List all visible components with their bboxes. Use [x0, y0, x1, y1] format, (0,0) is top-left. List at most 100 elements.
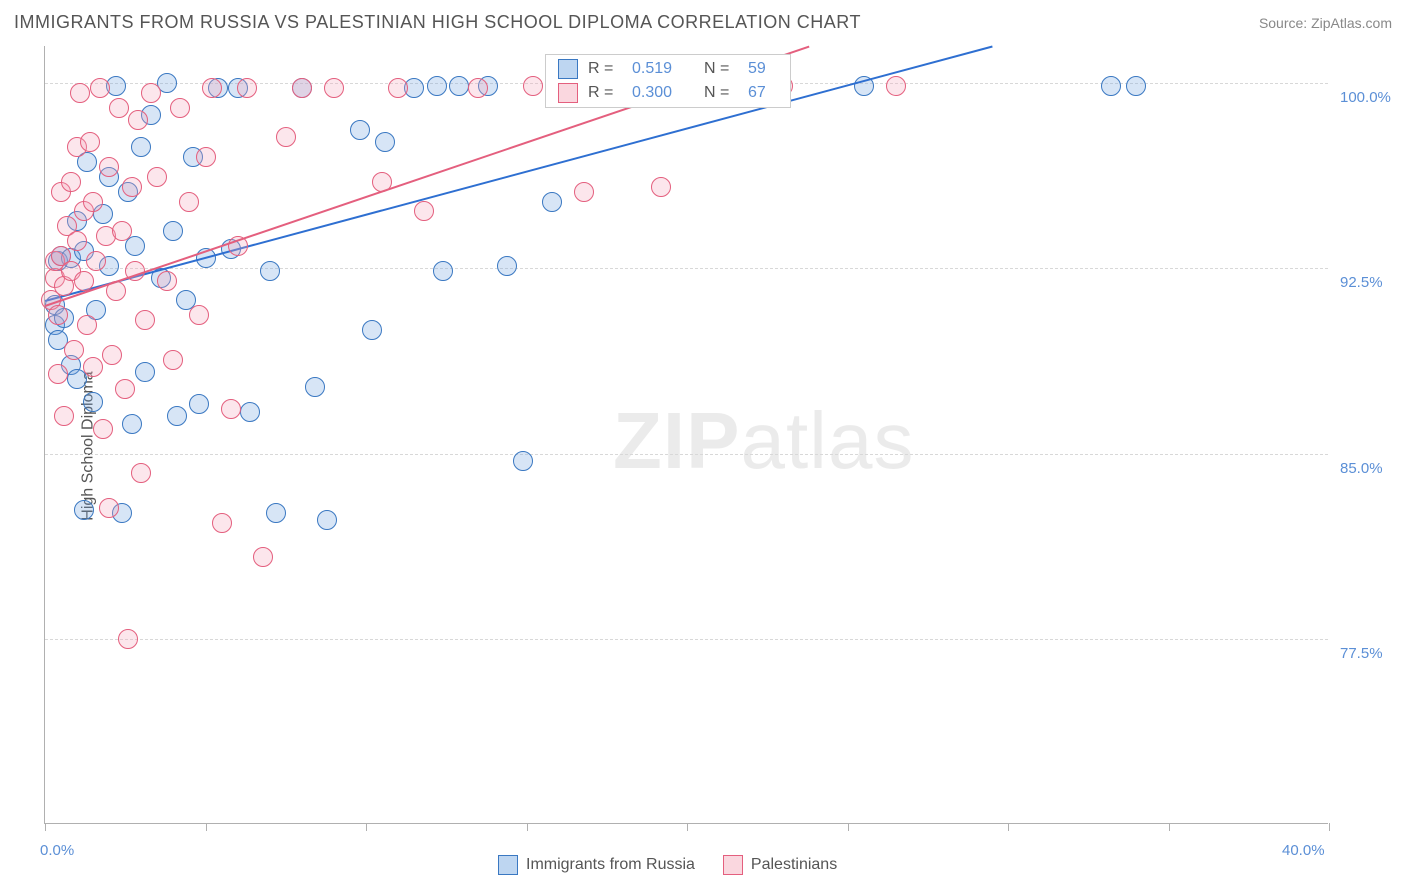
scatter-point — [542, 192, 562, 212]
legend-correlation-row: R =0.300N =67 — [546, 81, 790, 105]
header: IMMIGRANTS FROM RUSSIA VS PALESTINIAN HI… — [14, 12, 1392, 33]
scatter-point — [112, 221, 132, 241]
scatter-point — [54, 406, 74, 426]
scatter-point — [163, 221, 183, 241]
scatter-point — [48, 305, 68, 325]
y-tick-label: 85.0% — [1340, 460, 1383, 477]
n-value: 59 — [748, 60, 778, 78]
scatter-point — [122, 414, 142, 434]
r-value: 0.519 — [632, 60, 694, 78]
scatter-point — [305, 377, 325, 397]
scatter-point — [523, 76, 543, 96]
legend-swatch — [558, 59, 578, 79]
scatter-point — [375, 132, 395, 152]
r-label: R = — [588, 84, 622, 102]
scatter-point — [433, 261, 453, 281]
scatter-point — [189, 305, 209, 325]
scatter-point — [86, 251, 106, 271]
scatter-point — [93, 419, 113, 439]
watermark-atlas: atlas — [740, 396, 914, 485]
x-tick — [527, 823, 528, 831]
scatter-point — [147, 167, 167, 187]
scatter-point — [141, 83, 161, 103]
scatter-point — [189, 394, 209, 414]
scatter-point — [179, 192, 199, 212]
scatter-point — [388, 78, 408, 98]
n-value: 67 — [748, 84, 778, 102]
n-label: N = — [704, 84, 738, 102]
gridline-h — [45, 639, 1328, 640]
scatter-point — [237, 78, 257, 98]
x-tick — [366, 823, 367, 831]
scatter-point — [497, 256, 517, 276]
scatter-point — [324, 78, 344, 98]
x-tick — [45, 823, 46, 831]
scatter-point — [115, 379, 135, 399]
trend-line — [45, 46, 992, 302]
r-label: R = — [588, 60, 622, 78]
scatter-point — [90, 78, 110, 98]
scatter-point — [128, 110, 148, 130]
scatter-point — [122, 177, 142, 197]
y-tick-label: 92.5% — [1340, 274, 1383, 291]
n-label: N = — [704, 60, 738, 78]
scatter-point — [202, 78, 222, 98]
scatter-point — [427, 76, 447, 96]
scatter-point — [292, 78, 312, 98]
scatter-point — [513, 451, 533, 471]
chart-title: IMMIGRANTS FROM RUSSIA VS PALESTINIAN HI… — [14, 12, 861, 33]
scatter-point — [118, 629, 138, 649]
legend-series: Immigrants from Russia Palestinians — [498, 855, 837, 875]
watermark-zip: ZIP — [613, 396, 740, 485]
scatter-point — [1101, 76, 1121, 96]
scatter-point — [48, 364, 68, 384]
scatter-point — [414, 201, 434, 221]
x-max-label: 40.0% — [1282, 842, 1325, 859]
scatter-point — [317, 510, 337, 530]
scatter-point — [83, 392, 103, 412]
scatter-point — [64, 340, 84, 360]
x-min-label: 0.0% — [40, 842, 74, 859]
y-tick-label: 100.0% — [1340, 89, 1391, 106]
legend-series-item: Immigrants from Russia — [498, 855, 695, 875]
scatter-point — [102, 345, 122, 365]
scatter-point — [266, 503, 286, 523]
plot-area: ZIPatlas — [44, 46, 1328, 824]
scatter-point — [350, 120, 370, 140]
watermark: ZIPatlas — [613, 395, 914, 487]
y-tick-label: 77.5% — [1340, 645, 1383, 662]
scatter-point — [260, 261, 280, 281]
scatter-point — [80, 132, 100, 152]
x-tick — [848, 823, 849, 831]
scatter-point — [99, 157, 119, 177]
scatter-point — [135, 362, 155, 382]
legend-swatch — [498, 855, 518, 875]
scatter-point — [221, 399, 241, 419]
scatter-point — [109, 98, 129, 118]
scatter-point — [170, 98, 190, 118]
x-tick — [1008, 823, 1009, 831]
scatter-point — [77, 315, 97, 335]
scatter-point — [196, 147, 216, 167]
source-label: Source: ZipAtlas.com — [1259, 15, 1392, 31]
scatter-point — [167, 406, 187, 426]
scatter-point — [212, 513, 232, 533]
scatter-point — [163, 350, 183, 370]
legend-swatch — [723, 855, 743, 875]
gridline-h — [45, 268, 1328, 269]
scatter-point — [574, 182, 594, 202]
scatter-point — [131, 463, 151, 483]
scatter-point — [74, 271, 94, 291]
scatter-point — [61, 172, 81, 192]
scatter-point — [83, 192, 103, 212]
scatter-point — [449, 76, 469, 96]
legend-series-item: Palestinians — [723, 855, 837, 875]
x-tick — [1169, 823, 1170, 831]
scatter-point — [135, 310, 155, 330]
scatter-point — [468, 78, 488, 98]
x-tick — [206, 823, 207, 831]
legend-correlation-row: R = 0.519 N = 59 — [546, 57, 790, 81]
scatter-point — [276, 127, 296, 147]
scatter-point — [651, 177, 671, 197]
scatter-point — [240, 402, 260, 422]
